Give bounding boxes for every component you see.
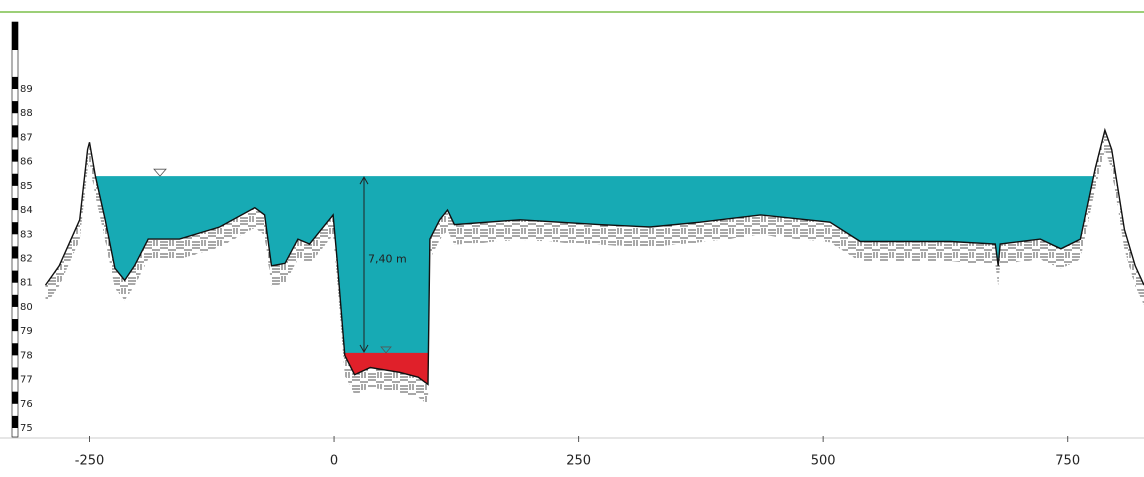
y-tick-label: 86 bbox=[20, 157, 33, 168]
y-tick-label: 77 bbox=[20, 375, 33, 386]
y-tick-label: 87 bbox=[20, 132, 33, 143]
y-tick-label: 79 bbox=[20, 326, 33, 337]
water-area bbox=[95, 176, 1093, 384]
scale-segment bbox=[12, 101, 18, 113]
y-tick-label: 75 bbox=[20, 423, 33, 434]
scale-segment bbox=[12, 222, 18, 234]
scale-segment bbox=[12, 295, 18, 307]
scale-segment bbox=[12, 271, 18, 283]
y-tick-label: 84 bbox=[20, 205, 33, 216]
x-tick-label: 500 bbox=[811, 454, 836, 469]
annotation: 7,40 m bbox=[368, 253, 407, 266]
scale-segment bbox=[12, 416, 18, 428]
scale-segment bbox=[12, 22, 18, 50]
scale-segment bbox=[12, 198, 18, 210]
y-tick-label: 85 bbox=[20, 181, 33, 192]
scale-segment bbox=[12, 246, 18, 258]
y-tick-label: 89 bbox=[20, 84, 33, 95]
scale-segment bbox=[12, 150, 18, 162]
ground-hatch bbox=[46, 130, 1144, 404]
scale-segment bbox=[12, 77, 18, 89]
y-tick-label: 83 bbox=[20, 229, 33, 240]
y-tick-label: 88 bbox=[20, 108, 33, 119]
y-tick-label: 78 bbox=[20, 350, 33, 361]
scale-segment bbox=[12, 174, 18, 186]
plot: 75 76 77 78 79 80 81 82 83 84 85 86 87 88 89 7,40 m -250… bbox=[0, 22, 1144, 469]
scale-segment bbox=[12, 367, 18, 379]
x-tick-label: 750 bbox=[1055, 454, 1080, 469]
scale-segment bbox=[12, 392, 18, 404]
y-tick-label: 76 bbox=[20, 399, 33, 410]
water-marker bbox=[154, 169, 166, 176]
y-tick-label: 80 bbox=[20, 302, 33, 313]
x-tick-label: 0 bbox=[330, 454, 338, 469]
scale-segment bbox=[12, 125, 18, 137]
scale-segment bbox=[12, 343, 18, 355]
y-tick-label: 81 bbox=[20, 278, 33, 289]
x-tick-label: -250 bbox=[75, 454, 105, 469]
y-tick-label: 82 bbox=[20, 254, 33, 265]
scale-segment bbox=[12, 319, 18, 331]
x-tick-label: 250 bbox=[566, 454, 591, 469]
